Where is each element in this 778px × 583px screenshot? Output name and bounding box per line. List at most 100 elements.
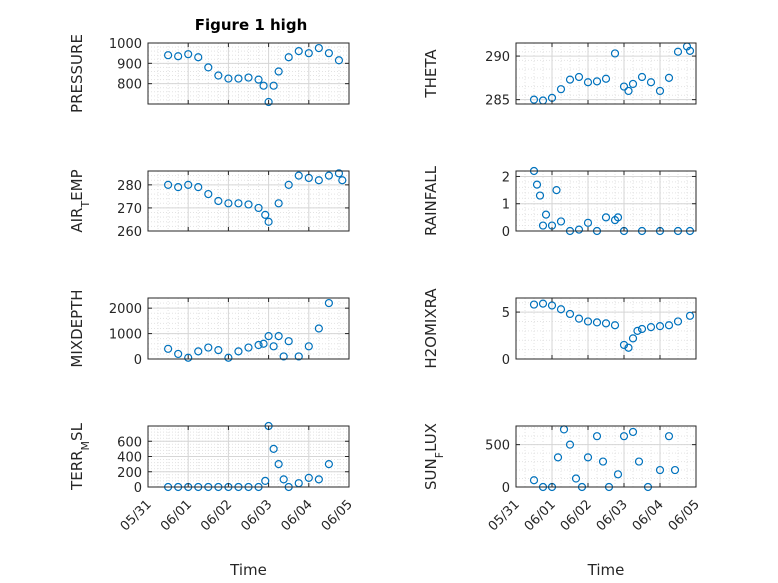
- data-point: [284, 180, 293, 189]
- data-point: [334, 56, 344, 65]
- axes-box: [147, 42, 350, 105]
- ylabel-8: SUNFLUX: [422, 423, 446, 490]
- data-point: [184, 50, 193, 59]
- data-point: [538, 221, 548, 230]
- data-point: [324, 298, 333, 308]
- data-point: [214, 196, 223, 206]
- axes-box: [515, 42, 697, 105]
- data-point: [259, 339, 268, 348]
- axes-box: [147, 297, 350, 360]
- data-point: [619, 82, 629, 91]
- data-point: [538, 299, 548, 308]
- data-point: [294, 171, 303, 180]
- data-point: [628, 427, 638, 437]
- data-point: [164, 51, 173, 60]
- data-point: [565, 440, 575, 449]
- data-point: [194, 347, 203, 356]
- data-point: [269, 444, 278, 453]
- data-point: [571, 474, 581, 483]
- y-tick-label: 0: [502, 225, 510, 240]
- data-point: [338, 176, 347, 185]
- data-point: [204, 189, 213, 199]
- data-point: [184, 353, 193, 362]
- data-point: [664, 432, 674, 441]
- data-point: [274, 199, 283, 208]
- data-point: [613, 213, 623, 222]
- y-tick-label: 260: [117, 225, 142, 240]
- data-point: [673, 317, 683, 326]
- y-tick-label: 5: [502, 306, 510, 321]
- y-tick-label: 2000: [109, 302, 142, 317]
- data-point: [274, 460, 283, 469]
- y-tick-label: 270: [117, 202, 142, 217]
- data-point: [284, 337, 293, 346]
- data-point: [234, 74, 243, 83]
- data-point: [244, 343, 253, 352]
- data-point: [624, 343, 633, 352]
- data-point: [628, 79, 638, 89]
- data-point: [624, 86, 633, 96]
- data-point: [552, 185, 561, 195]
- axes-box: [515, 425, 697, 488]
- data-point: [610, 321, 620, 330]
- data-point: [234, 199, 243, 208]
- data-point: [174, 349, 183, 359]
- data-point: [204, 63, 213, 72]
- xlabel-7: Time: [229, 561, 267, 579]
- data-point: [601, 213, 611, 222]
- ylabel-3: AIRTEMP: [68, 169, 92, 232]
- data-point: [541, 210, 551, 219]
- data-point: [279, 352, 288, 361]
- data-point: [224, 353, 233, 362]
- data-point: [655, 86, 665, 96]
- data-point: [194, 53, 203, 62]
- data-point: [685, 46, 695, 55]
- data-point: [553, 453, 563, 462]
- y-tick-label: 400: [117, 451, 142, 466]
- y-tick-label: 500: [485, 439, 510, 454]
- data-point: [224, 199, 233, 208]
- data-point: [234, 347, 243, 356]
- data-point: [274, 67, 283, 76]
- data-point: [655, 465, 665, 475]
- data-point: [269, 342, 278, 351]
- data-point: [254, 203, 263, 213]
- data-point: [264, 217, 273, 226]
- y-tick-label: 2: [502, 170, 510, 185]
- data-point: [598, 457, 608, 466]
- data-point: [619, 432, 629, 441]
- data-point: [592, 77, 602, 86]
- data-point: [574, 314, 584, 323]
- data-point: [214, 71, 223, 80]
- data-point: [314, 324, 323, 333]
- data-point: [304, 473, 313, 482]
- subplot-5: 0 1000 2000 MIXDEPTH: [68, 289, 350, 368]
- y-tick-label: 1: [502, 198, 510, 213]
- data-point: [279, 475, 288, 484]
- data-point: [164, 344, 173, 353]
- xlabel-8: Time: [587, 561, 625, 579]
- data-point: [592, 432, 602, 441]
- axes-box: [515, 297, 697, 360]
- data-point: [535, 191, 545, 200]
- data-point: [254, 75, 263, 84]
- data-point: [324, 171, 333, 180]
- data-point: [670, 465, 680, 475]
- data-point: [574, 225, 584, 234]
- data-point: [529, 300, 539, 309]
- data-point: [294, 47, 303, 56]
- y-tick-label: 200: [117, 466, 142, 481]
- y-tick-label: 0: [502, 353, 510, 368]
- data-point: [314, 43, 323, 53]
- data-point: [174, 52, 183, 61]
- data-point: [556, 217, 566, 226]
- data-point: [574, 72, 584, 82]
- y-tick-label: 0: [134, 481, 142, 496]
- y-tick-label: 285: [485, 94, 510, 109]
- data-point: [556, 305, 566, 314]
- data-point: [634, 457, 644, 466]
- data-point: [547, 301, 557, 310]
- y-tick-label: 800: [117, 78, 142, 93]
- data-point: [532, 180, 542, 189]
- data-point: [324, 49, 333, 58]
